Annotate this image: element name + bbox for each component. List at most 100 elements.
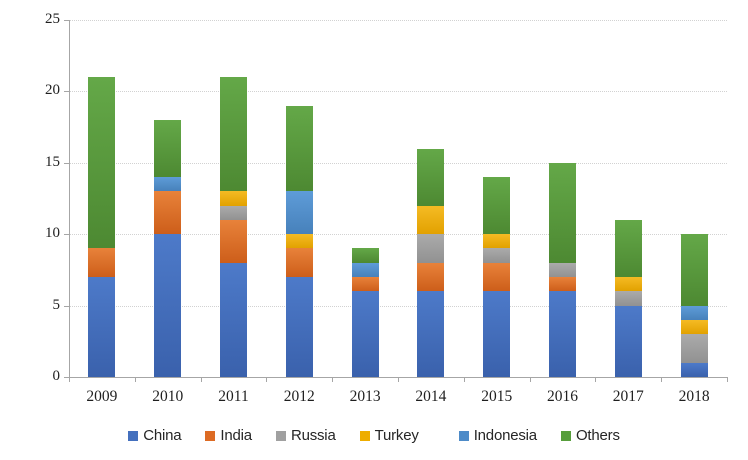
legend-label: Turkey bbox=[374, 427, 419, 444]
x-tick-label: 2009 bbox=[86, 388, 118, 405]
legend-item-others: Others bbox=[560, 427, 620, 444]
x-axis-tick bbox=[134, 377, 136, 382]
legend-swatch-russia-icon bbox=[275, 431, 286, 441]
legend-swatch-turkey-icon bbox=[359, 431, 370, 441]
x-tick-label: 2018 bbox=[678, 388, 710, 405]
bar-segment-china bbox=[417, 291, 445, 377]
gridline bbox=[69, 91, 727, 93]
bar-segment-indonesia bbox=[351, 262, 379, 278]
bar-segment-turkey bbox=[614, 277, 642, 292]
y-tick-label: 15 bbox=[45, 153, 60, 170]
x-axis-tick bbox=[69, 377, 70, 382]
bar-segment-russia bbox=[483, 248, 511, 263]
bar-segment-others bbox=[614, 219, 642, 278]
x-axis-tick bbox=[529, 377, 531, 382]
y-tick-label: 0 bbox=[52, 368, 61, 384]
legend-label: Indonesia bbox=[473, 427, 537, 444]
bar-segment-china bbox=[483, 291, 511, 377]
bar-segment-india bbox=[220, 219, 247, 263]
legend-swatch-china-icon bbox=[128, 431, 139, 441]
legend-label: China bbox=[143, 427, 182, 444]
bar-segment-china bbox=[549, 291, 576, 377]
bar-segment-indonesia bbox=[285, 191, 313, 235]
legend-item-indonesia: Indonesia bbox=[458, 427, 537, 444]
legend-swatch-india-icon bbox=[205, 431, 216, 441]
x-tick-label: 2011 bbox=[218, 388, 249, 405]
x-axis-tick bbox=[463, 377, 465, 382]
bar-segment-others bbox=[88, 77, 116, 249]
x-axis-tick bbox=[200, 377, 202, 382]
plot-area: 0 5 10 15 20 25 2009 2010 2011 2012 2013 2014 2015 20… bbox=[45, 12, 728, 405]
y-tick-label: 10 bbox=[45, 225, 60, 242]
x-tick-label: 2016 bbox=[547, 388, 578, 405]
y-axis-tick bbox=[64, 305, 69, 307]
bar-segment-china bbox=[154, 234, 182, 377]
bar-segment-russia bbox=[614, 291, 642, 306]
bar-segment-india bbox=[88, 248, 116, 278]
bar-segment-china bbox=[351, 291, 379, 377]
legend-swatch-others-icon bbox=[560, 431, 571, 441]
legend-item-russia: Russia bbox=[275, 427, 336, 444]
gridline bbox=[69, 305, 727, 307]
bar-segment-india bbox=[351, 277, 379, 292]
bar-segment-china bbox=[88, 277, 116, 377]
bar-segment-others bbox=[285, 105, 313, 192]
x-axis-tick bbox=[398, 377, 399, 382]
bar-segment-russia bbox=[680, 334, 708, 363]
y-axis-tick bbox=[64, 234, 69, 236]
bar-segment-turkey bbox=[285, 234, 313, 249]
bar-segment-turkey bbox=[680, 319, 708, 335]
bar-segment-russia bbox=[417, 234, 445, 263]
legend: China India Russia Turkey Indonesia Others bbox=[0, 424, 748, 448]
bar-segment-india bbox=[483, 262, 511, 292]
bar-segment-indonesia bbox=[154, 177, 182, 192]
y-tick-label: 5 bbox=[52, 296, 61, 313]
x-axis-tick bbox=[266, 377, 268, 382]
bar-segment-turkey bbox=[417, 205, 445, 235]
legend-label: Others bbox=[575, 427, 620, 444]
legend-swatch-indonesia-icon bbox=[458, 431, 469, 441]
x-tick-label: 2014 bbox=[415, 388, 447, 405]
bar-segment-others bbox=[483, 177, 511, 235]
gridline bbox=[69, 234, 727, 236]
bar-segment-others bbox=[351, 248, 379, 263]
bar-segment-china bbox=[680, 362, 708, 377]
x-axis-tick bbox=[595, 377, 597, 382]
bar-segment-russia bbox=[220, 205, 247, 220]
legend-label: Russia bbox=[290, 427, 336, 444]
y-axis-tick bbox=[64, 162, 69, 164]
bar-segment-india bbox=[417, 262, 445, 292]
legend-item-china: China bbox=[128, 427, 182, 444]
x-axis-tick bbox=[727, 377, 728, 382]
bar-segment-turkey bbox=[220, 191, 247, 206]
bar-segment-india bbox=[549, 277, 576, 292]
y-axis-tick bbox=[64, 377, 69, 378]
gridline bbox=[69, 20, 727, 21]
bar-segment-india bbox=[285, 248, 313, 278]
legend-item-turkey: Turkey bbox=[359, 427, 419, 444]
bar-segment-china bbox=[220, 262, 247, 377]
gridline bbox=[69, 162, 727, 164]
y-axis-tick bbox=[64, 20, 69, 21]
x-tick-label: 2013 bbox=[349, 388, 381, 405]
y-tick-label: 20 bbox=[45, 82, 60, 99]
x-axis-tick bbox=[332, 377, 334, 382]
x-tick-label: 2012 bbox=[283, 388, 315, 405]
y-axis bbox=[69, 20, 70, 377]
x-tick-label: 2017 bbox=[612, 388, 644, 405]
x-axis-tick bbox=[661, 377, 663, 382]
bar-segment-china bbox=[285, 277, 313, 377]
legend-item-india: India bbox=[205, 428, 252, 444]
x-tick-label: 2010 bbox=[152, 388, 184, 405]
legend-label: India bbox=[220, 427, 252, 444]
bar-segment-indonesia bbox=[680, 305, 708, 320]
bar-segment-others bbox=[154, 119, 182, 178]
bar-segment-china bbox=[614, 305, 642, 377]
bar-segment-turkey bbox=[483, 234, 511, 249]
y-axis-tick bbox=[64, 91, 69, 93]
bar-segment-others bbox=[549, 162, 576, 263]
bar-segment-russia bbox=[549, 262, 576, 278]
bar-segment-others bbox=[680, 234, 708, 306]
bar-segment-others bbox=[220, 77, 247, 192]
